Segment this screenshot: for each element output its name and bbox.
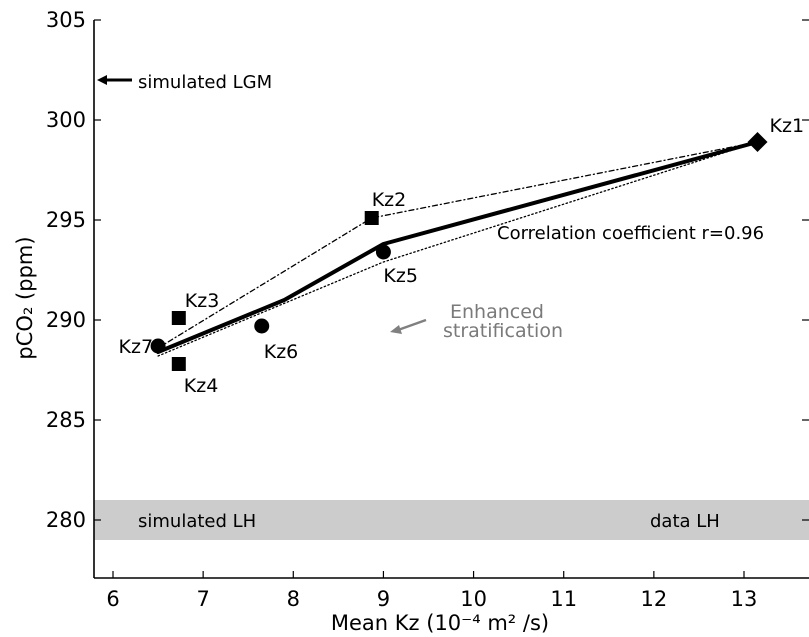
line-solid (156, 140, 760, 354)
x-axis-title: Mean Kz (10⁻⁴ m² /s) (331, 611, 549, 635)
marker-kz1 (747, 132, 768, 152)
marker-kz7 (150, 338, 166, 354)
data-lh-label: data LH (650, 511, 720, 532)
marker-kz2 (364, 211, 379, 225)
x-tick-label-10: 10 (460, 587, 487, 611)
point-label-kz7: Kz7 (119, 336, 154, 358)
lh-band (94, 500, 809, 540)
y-tick-label-300: 300 (46, 108, 86, 132)
lh-band-layer (94, 500, 809, 540)
x-tick-label-8: 8 (287, 587, 300, 611)
point-label-kz2: Kz2 (372, 189, 407, 211)
simulated-lgm-label: simulated LGM (138, 72, 272, 93)
point-label-kz1: Kz1 (770, 115, 805, 137)
y-tick-label-290: 290 (46, 308, 86, 332)
line-dashdot (157, 141, 759, 349)
x-tick-label-11: 11 (550, 587, 577, 611)
y-tick-label-295: 295 (46, 208, 86, 232)
marker-kz5 (375, 244, 391, 260)
x-tick-label-6: 6 (106, 587, 119, 611)
fit-lines-layer (156, 140, 760, 357)
axes-layer: 6 7 8 9 10 11 12 13 280 285 290 295 300 305 (46, 8, 809, 611)
stratification-arrow-head (390, 325, 402, 334)
simulated-lh-label: simulated LH (138, 511, 256, 532)
lgm-arrow-head (97, 75, 107, 85)
point-label-kz3: Kz3 (185, 290, 220, 312)
labels-layer: simulated LGM Correlation coefficient r=… (13, 72, 804, 635)
line-dotted (157, 141, 759, 357)
x-tick-label-7: 7 (196, 587, 209, 611)
point-label-kz5: Kz5 (383, 265, 418, 287)
y-axis-title: pCO₂ (ppm) (13, 236, 37, 359)
marker-kz4 (171, 357, 186, 371)
y-tick-label-285: 285 (46, 408, 86, 432)
point-label-kz4: Kz4 (184, 375, 219, 397)
marker-kz3 (171, 311, 186, 325)
x-tick-label-12: 12 (640, 587, 667, 611)
x-tick-label-13: 13 (731, 587, 758, 611)
x-tick-label-9: 9 (377, 587, 390, 611)
marker-kz6 (254, 318, 270, 334)
data-markers-layer (150, 132, 768, 371)
point-label-kz6: Kz6 (264, 341, 299, 363)
correlation-label: Correlation coefficient r=0.96 (497, 223, 764, 244)
enhanced-label: Enhanced (450, 301, 544, 323)
stratification-label: stratification (443, 320, 563, 342)
y-tick-label-305: 305 (46, 8, 86, 32)
stratification-arrow-shaft (397, 318, 427, 332)
y-tick-label-280: 280 (46, 508, 86, 532)
